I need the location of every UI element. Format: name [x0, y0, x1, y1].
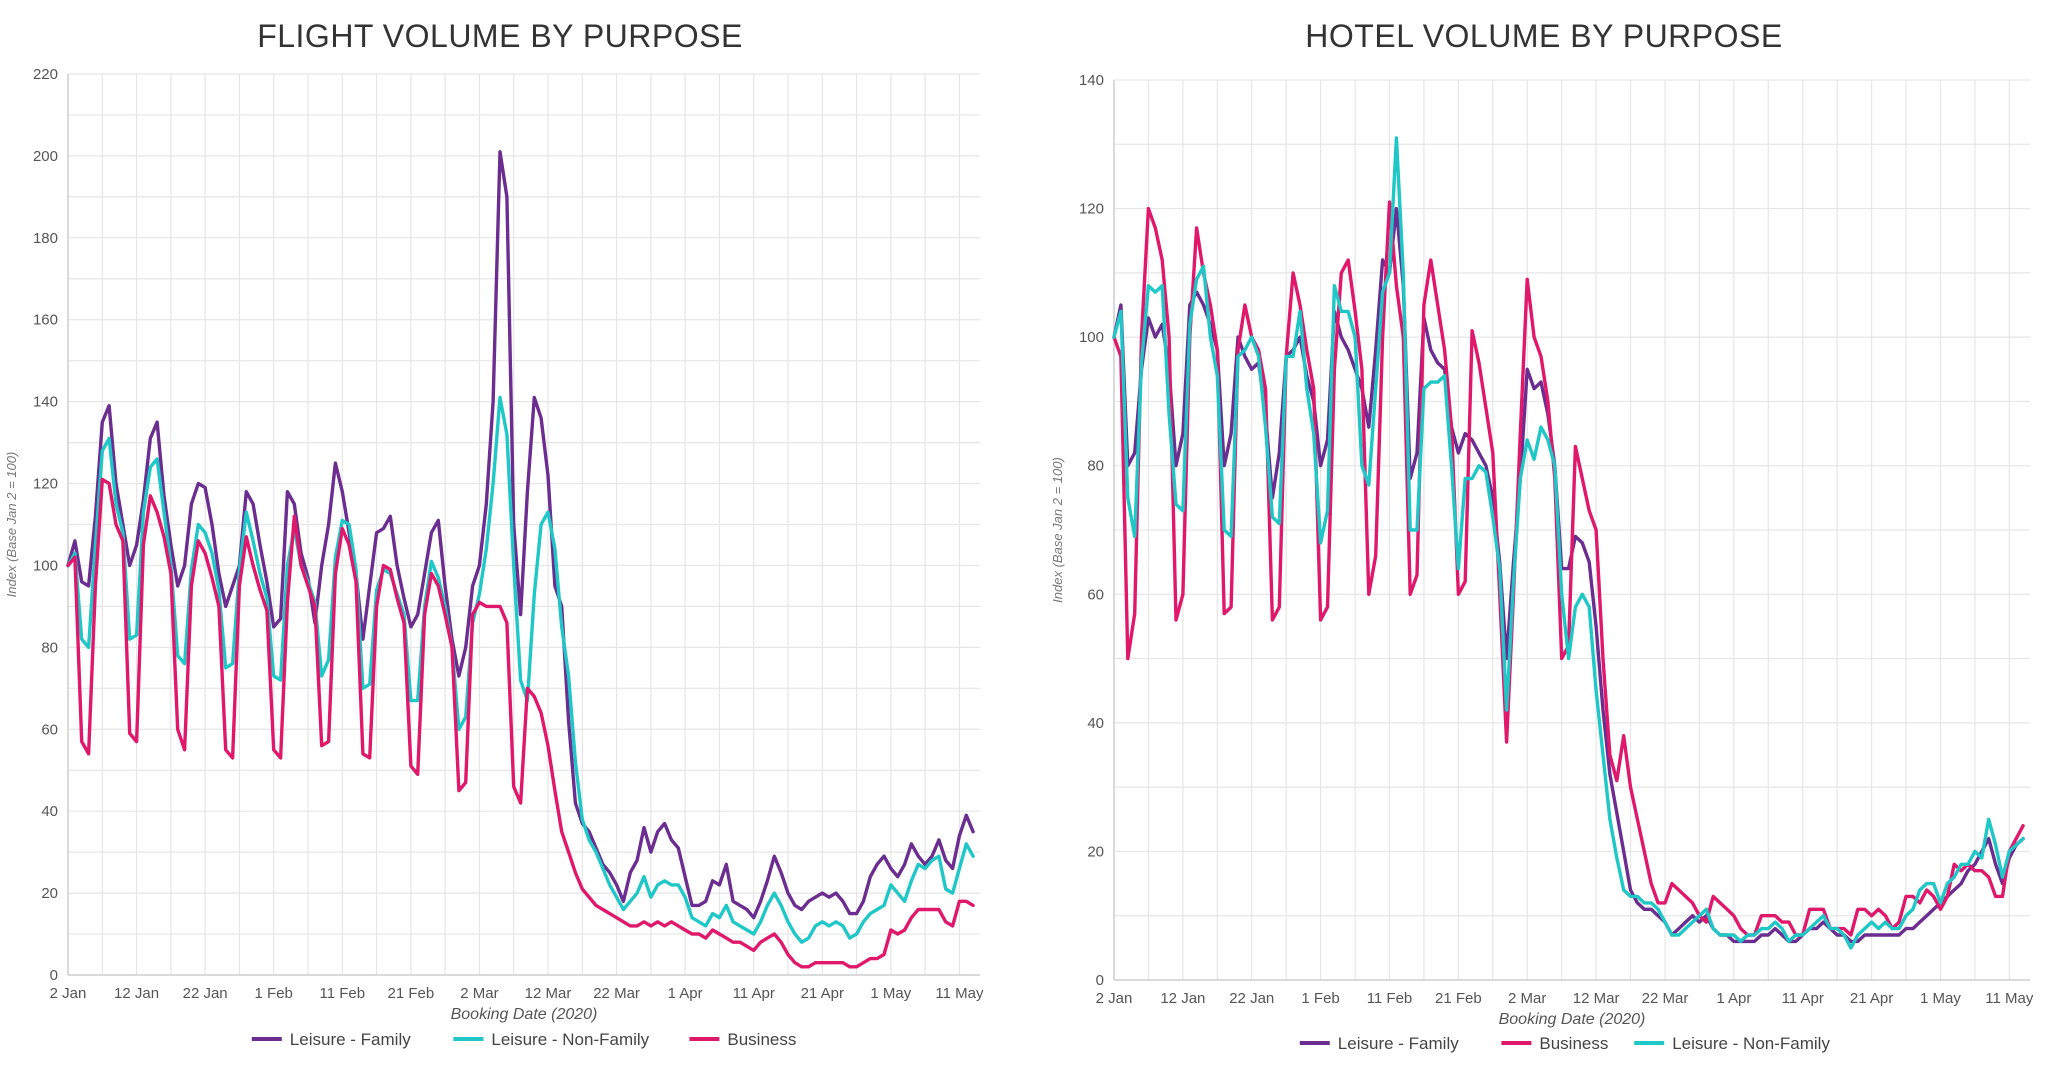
x-tick-label: 2 Jan [1096, 990, 1133, 1007]
x-tick-label: 22 Mar [593, 985, 640, 1002]
x-tick-label: 1 Feb [1301, 990, 1339, 1007]
y-tick-label: 60 [1087, 586, 1104, 603]
x-tick-label: 21 Feb [388, 985, 435, 1002]
x-tick-label: 11 May [1985, 990, 2034, 1007]
y-tick-label: 40 [1087, 715, 1104, 732]
x-tick-label: 1 Feb [255, 985, 293, 1002]
x-tick-label: 12 Jan [114, 985, 159, 1002]
y-axis-label: Index (Base Jan 2 = 100) [1050, 457, 1065, 603]
y-tick-label: 120 [33, 476, 58, 493]
y-tick-label: 100 [1079, 329, 1104, 346]
x-tick-label: 2 Jan [50, 985, 87, 1002]
series-line-business [66, 477, 975, 969]
y-tick-label: 200 [33, 148, 58, 165]
legend-label-leisure-non-family: Leisure - Non-Family [491, 1030, 649, 1049]
hotel-chart-title: HOTEL VOLUME BY PURPOSE [1305, 18, 1783, 54]
y-tick-label: 140 [33, 394, 58, 411]
x-tick-label: 12 Mar [525, 985, 572, 1002]
x-tick-label: 11 Feb [1367, 990, 1413, 1007]
x-tick-label: 1 Apr [1716, 990, 1751, 1007]
y-tick-label: 80 [1087, 458, 1104, 475]
y-axis-label: Index (Base Jan 2 = 100) [4, 452, 19, 598]
legend-label-leisure-family: Leisure - Family [1338, 1034, 1459, 1053]
x-tick-label: 11 May [935, 985, 984, 1002]
legend-label-leisure-non-family: Leisure - Non-Family [1672, 1034, 1830, 1053]
series-line-leisure-family [66, 150, 975, 920]
x-tick-label: 1 May [1920, 990, 1961, 1007]
x-tick-label: 21 Feb [1435, 990, 1482, 1007]
y-tick-label: 80 [41, 639, 58, 656]
legend-label-leisure-family: Leisure - Family [290, 1030, 411, 1049]
y-tick-label: 220 [33, 66, 58, 83]
y-tick-label: 20 [41, 885, 58, 902]
y-tick-label: 60 [41, 721, 58, 738]
flight-chart-title: FLIGHT VOLUME BY PURPOSE [257, 18, 743, 54]
x-tick-label: 21 Apr [801, 985, 844, 1002]
x-tick-label: 21 Apr [1850, 990, 1893, 1007]
x-axis-label: Booking Date (2020) [1499, 1011, 1646, 1028]
y-tick-label: 20 [1087, 843, 1104, 860]
x-tick-label: 11 Apr [1782, 990, 1824, 1007]
x-axis-label: Booking Date (2020) [451, 1006, 598, 1023]
hotel-volume-chart: 0 20 40 60 80 100 120 140 2 Jan 12 Jan 22 Jan 1 Feb… [1050, 72, 2034, 1053]
hotel-chart-panel: HOTEL VOLUME BY PURPOSE 0 20 40 60 80 100 120 1… [1040, 0, 2048, 1076]
x-tick-label: 22 Jan [183, 985, 228, 1002]
y-tick-label: 0 [50, 967, 58, 984]
x-tick-label: 11 Feb [319, 985, 365, 1002]
x-tick-label: 1 Apr [668, 985, 703, 1002]
x-tick-label: 1 May [870, 985, 911, 1002]
x-tick-label: 2 Mar [1508, 990, 1546, 1007]
legend-label-business: Business [1539, 1034, 1608, 1053]
x-tick-label: 11 Apr [733, 985, 775, 1002]
x-tick-label: 2 Mar [460, 985, 498, 1002]
x-tick-label: 12 Jan [1160, 990, 1205, 1007]
x-tick-label: 12 Mar [1573, 990, 1620, 1007]
series-line-leisure-non-family [1112, 136, 2025, 950]
y-tick-label: 160 [33, 312, 58, 329]
y-tick-label: 120 [1079, 201, 1104, 218]
legend-label-business: Business [727, 1030, 796, 1049]
y-tick-label: 140 [1079, 72, 1104, 89]
flight-chart-panel: FLIGHT VOLUME BY PURPOSE 0 20 40 60 80 100 120… [0, 0, 1000, 1076]
y-tick-label: 0 [1096, 972, 1104, 989]
flight-volume-chart: 0 20 40 60 80 100 120 140 160 180 200 220 2 Jan 12 Ja… [4, 66, 984, 1049]
y-tick-label: 100 [33, 557, 58, 574]
series-line-leisure-non-family [66, 395, 975, 944]
x-tick-label: 22 Jan [1229, 990, 1274, 1007]
y-tick-label: 40 [41, 803, 58, 820]
y-tick-label: 180 [33, 230, 58, 247]
x-tick-label: 22 Mar [1642, 990, 1689, 1007]
